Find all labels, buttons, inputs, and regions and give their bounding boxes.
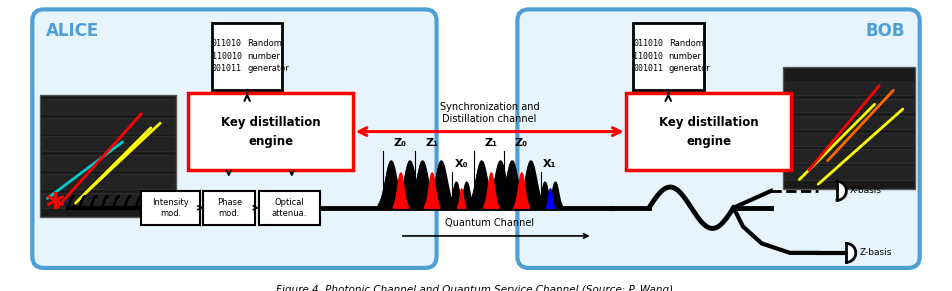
Text: Random
number
generator: Random number generator: [248, 39, 289, 73]
Text: Quantum Channel: Quantum Channel: [445, 219, 533, 228]
Text: Phase
mod.: Phase mod.: [216, 198, 242, 218]
Text: 011010
110010
001011: 011010 110010 001011: [632, 39, 663, 73]
Bar: [784, 99, 912, 112]
FancyBboxPatch shape: [517, 9, 919, 268]
Bar: [625, 93, 790, 170]
Text: Key distillation
engine: Key distillation engine: [658, 116, 758, 148]
Bar: [40, 95, 176, 217]
Text: Z-basis: Z-basis: [859, 248, 891, 257]
Bar: [784, 132, 912, 146]
Text: Synchronization and
Distillation channel: Synchronization and Distillation channel: [440, 102, 539, 124]
Bar: [203, 191, 255, 225]
Bar: [141, 191, 200, 225]
Text: 011010
110010
001011: 011010 110010 001011: [211, 39, 242, 73]
Text: Z₁: Z₁: [425, 138, 438, 148]
Bar: [783, 67, 914, 189]
Text: ALICE: ALICE: [46, 22, 99, 40]
Bar: [42, 155, 174, 170]
Text: Figure 4. Photonic Channel and Quantum Service Channel (Source: P. Wang).: Figure 4. Photonic Channel and Quantum S…: [276, 285, 676, 291]
Text: X₀: X₀: [454, 159, 467, 169]
Text: BOB: BOB: [864, 22, 903, 40]
Bar: [784, 116, 912, 129]
Text: Key distillation
engine: Key distillation engine: [221, 116, 320, 148]
Bar: [42, 99, 174, 114]
Bar: [784, 150, 912, 163]
Bar: [784, 166, 912, 180]
Text: Z₀: Z₀: [393, 138, 407, 148]
Bar: [211, 23, 282, 90]
Text: Z₁: Z₁: [484, 138, 497, 148]
Bar: [42, 118, 174, 132]
Bar: [259, 191, 320, 225]
Bar: [632, 23, 703, 90]
FancyBboxPatch shape: [32, 9, 436, 268]
Text: Optical
attenua.: Optical attenua.: [271, 198, 307, 218]
Polygon shape: [836, 181, 845, 200]
Text: X-basis: X-basis: [849, 186, 882, 195]
Text: *: *: [46, 191, 65, 225]
Bar: [42, 193, 174, 208]
Text: Z₀: Z₀: [514, 138, 527, 148]
Bar: [42, 136, 174, 151]
Bar: [188, 93, 352, 170]
Bar: [784, 82, 912, 95]
Bar: [42, 174, 174, 189]
Text: Intensity
mod.: Intensity mod.: [152, 198, 188, 218]
Polygon shape: [845, 244, 855, 262]
Text: Random
number
generator: Random number generator: [668, 39, 710, 73]
Text: X₁: X₁: [543, 159, 556, 169]
